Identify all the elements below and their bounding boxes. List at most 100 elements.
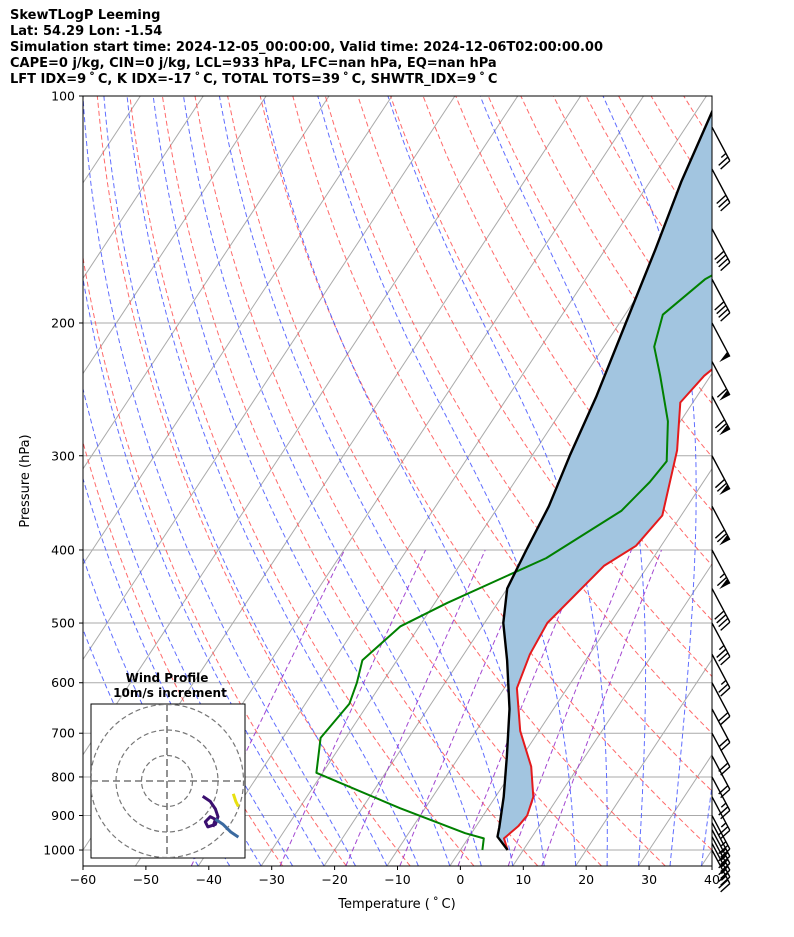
y-tick-label: 900 <box>51 808 75 823</box>
y-tick-label: 100 <box>51 89 75 104</box>
dry-adiabat <box>324 96 712 735</box>
moist-adiabat <box>317 96 577 866</box>
y-tick-label: 1000 <box>43 843 75 858</box>
y-tick-label: 300 <box>51 448 75 463</box>
wind-barb <box>711 395 731 436</box>
wind-barb <box>711 588 731 631</box>
mixing-ratio-line <box>457 549 587 866</box>
y-tick-label: 700 <box>51 726 75 741</box>
x-tick-label: −60 <box>70 872 96 887</box>
x-tick-label: 0 <box>456 872 464 887</box>
dry-adiabat <box>749 96 794 866</box>
wind-barb <box>711 822 731 866</box>
mixing-ratio-line <box>399 549 535 866</box>
moist-adiabat <box>733 96 794 866</box>
dry-adiabat <box>227 96 666 866</box>
moist-adiabat <box>83 386 294 866</box>
hodograph-trace <box>231 793 240 808</box>
chart-title-block: SkewTLogP Leeming Lat: 54.29 Lon: -1.54 … <box>10 8 603 88</box>
isotherm-line <box>83 96 204 280</box>
moist-adiabat <box>83 476 262 866</box>
hodograph-trace <box>201 795 220 829</box>
isotherm-line <box>575 658 712 866</box>
y-axis-label: Pressure (hPa) <box>18 434 33 527</box>
dry-adiabat <box>194 96 602 866</box>
x-axis-label: Temperature ( ˚ C) <box>337 896 455 912</box>
dry-adiabat <box>83 254 347 866</box>
wind-barb <box>711 455 731 495</box>
dry-adiabat <box>259 96 712 851</box>
wind-barb <box>711 278 731 322</box>
y-tick-label: 400 <box>51 542 75 557</box>
y-tick-label: 200 <box>51 315 75 330</box>
axes: −60 −50 −40 −30 −20 −10 0 10 20 30 40 100 200 300 400 5… <box>43 89 720 888</box>
wind-barb <box>711 322 731 363</box>
dry-adiabat <box>716 96 794 866</box>
mixing-ratio-line <box>279 549 426 866</box>
moist-adiabat <box>83 96 356 866</box>
isotherm-line <box>83 96 456 661</box>
wind-barbs <box>711 126 731 893</box>
cin-area <box>497 111 712 850</box>
x-tick-label: 40 <box>704 872 720 887</box>
wind-barb <box>711 549 731 590</box>
wind-barb <box>711 505 731 546</box>
isotherm-line <box>512 563 712 866</box>
location-line: Lat: 54.29 Lon: -1.54 <box>10 24 163 39</box>
moist-adiabat <box>183 96 482 866</box>
x-tick-label: 30 <box>641 872 657 887</box>
wind-barb <box>711 843 731 886</box>
wind-barb <box>711 682 731 726</box>
wind-barb <box>711 836 731 880</box>
chart-title: SkewTLogP Leeming <box>10 8 161 23</box>
isotherm-line <box>0 96 77 866</box>
moist-adiabat <box>262 96 545 866</box>
wind-barb <box>711 829 731 873</box>
isotherm-line <box>83 96 267 375</box>
wind-barb <box>711 755 731 799</box>
wind-barb <box>711 622 731 666</box>
profile-lines <box>315 108 712 851</box>
isotherm-line <box>0 96 15 866</box>
moist-adiabat <box>602 96 697 866</box>
cape-line: CAPE=0 j/kg, CIN=0 j/kg, LCL=933 hPa, LF… <box>10 56 497 71</box>
cape-fill-layer <box>497 111 712 850</box>
dry-adiabat <box>782 96 794 866</box>
x-tick-label: −30 <box>259 872 285 887</box>
wind-barb <box>711 168 731 212</box>
parcel-line <box>496 108 712 851</box>
wind-barb <box>711 708 731 752</box>
hodograph-subtitle: 10m/s increment <box>113 686 227 700</box>
moist-adiabat <box>103 96 388 866</box>
wind-barb <box>711 361 731 401</box>
x-tick-label: −20 <box>321 872 347 887</box>
isotherm-line <box>83 96 519 756</box>
hodograph-trace <box>214 818 240 839</box>
isotherm-line <box>764 96 794 866</box>
isotherm-line <box>83 96 330 470</box>
dry-adiabat <box>357 96 712 678</box>
y-tick-label: 800 <box>51 769 75 784</box>
moist-adiabat <box>83 275 325 866</box>
x-tick-label: −50 <box>133 872 159 887</box>
wind-barb <box>711 228 731 272</box>
wind-barb <box>711 776 731 820</box>
wind-barb <box>711 815 731 858</box>
moist-adiabat <box>126 96 419 866</box>
moist-adiabat <box>218 96 514 866</box>
index-line: LFT IDX=9 ˚ C, K IDX=-17 ˚ C, TOTAL TOTS… <box>10 72 498 87</box>
x-tick-label: −40 <box>196 872 222 887</box>
hodograph-ring <box>91 704 245 858</box>
y-tick-label: 500 <box>51 616 75 631</box>
isotherm-line <box>83 96 393 566</box>
isotherm-line <box>449 467 712 866</box>
x-tick-label: 10 <box>515 872 531 887</box>
x-tick-label: 20 <box>578 872 594 887</box>
mixing-ratio-line <box>507 549 632 866</box>
time-line: Simulation start time: 2024-12-05_00:00:… <box>10 40 603 55</box>
x-tick-label: −10 <box>384 872 410 887</box>
dry-adiabat <box>129 96 475 866</box>
isotherm-line <box>701 849 712 866</box>
